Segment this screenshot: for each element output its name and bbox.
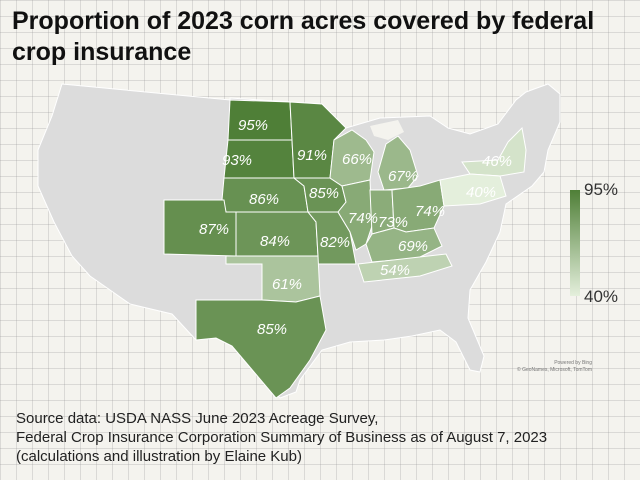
state-value-colorado: 87% [199, 221, 229, 238]
state-value-wisconsin: 66% [342, 151, 372, 168]
map-credit: Powered by Bing © GeoNames, Microsoft, T… [512, 360, 592, 374]
state-value-new-york: 46% [482, 153, 512, 170]
source-note: Source data: USDA NASS June 2023 Acreage… [16, 409, 626, 466]
legend-color-scale [570, 190, 580, 296]
state-value-tennessee: 54% [380, 262, 410, 279]
source-line: (calculations and illustration by Elaine… [16, 448, 302, 465]
legend-max-label: 95% [584, 180, 619, 199]
source-line: Federal Crop Insurance Corporation Summa… [16, 429, 548, 446]
state-regions [163, 99, 527, 399]
state-value-kentucky: 69% [398, 238, 428, 255]
map-title: Proportion of 2023 corn acres covered by… [12, 7, 595, 66]
state-pennsylvania [439, 173, 507, 207]
state-value-missouri: 82% [320, 234, 350, 251]
state-texas [195, 264, 327, 399]
state-tennessee [357, 253, 453, 283]
state-michigan [377, 135, 419, 191]
state-value-pennsylvania: 40% [466, 184, 496, 201]
state-value-minnesota: 91% [297, 147, 327, 164]
map-credit-line: Powered by Bing [554, 360, 592, 366]
state-value-oklahoma: 61% [272, 276, 302, 293]
state-value-iowa: 85% [309, 185, 339, 202]
state-value-texas: 85% [257, 321, 287, 338]
state-value-nebraska: 86% [249, 191, 279, 208]
state-value-indiana: 73% [378, 214, 408, 231]
state-value-south-dakota: 93% [222, 152, 252, 169]
state-value-ohio: 74% [415, 203, 445, 220]
state-wisconsin [329, 129, 375, 187]
legend-min-label: 40% [584, 287, 619, 306]
source-line: Source data: USDA NASS June 2023 Acreage… [16, 410, 379, 427]
great-lakes-gap [370, 120, 404, 140]
state-labels: 95%93% 91%86%87%84%85%82%66%67%74% 73%74%6… [199, 117, 512, 338]
state-value-illinois: 74% [348, 210, 378, 227]
state-value-michigan: 67% [388, 168, 418, 185]
state-value-north-dakota: 95% [238, 117, 268, 134]
state-value-kansas: 84% [260, 233, 290, 250]
map-credit-line: © GeoNames, Microsoft, TomTom [517, 367, 592, 373]
